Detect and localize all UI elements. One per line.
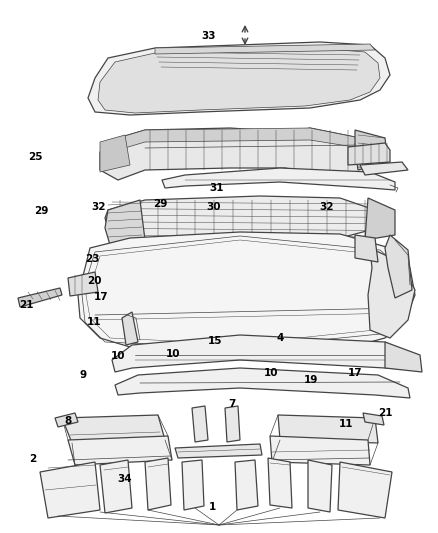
Polygon shape [225,406,240,442]
Polygon shape [68,272,98,296]
Text: 32: 32 [319,202,334,212]
Polygon shape [385,235,412,298]
Polygon shape [100,128,382,180]
Polygon shape [55,413,78,427]
Ellipse shape [117,70,204,106]
Ellipse shape [137,274,199,322]
Polygon shape [355,130,388,170]
Polygon shape [162,168,395,190]
Polygon shape [118,128,382,152]
Polygon shape [105,196,378,240]
Text: 15: 15 [207,336,222,346]
Polygon shape [268,458,292,508]
Text: 17: 17 [347,368,362,378]
Polygon shape [18,288,62,307]
Text: 20: 20 [87,277,102,286]
Polygon shape [235,460,258,510]
Polygon shape [155,44,375,54]
Polygon shape [175,444,262,458]
Text: 10: 10 [166,350,180,359]
Bar [302,269,316,291]
Polygon shape [308,460,332,512]
Text: 29: 29 [153,199,167,209]
Polygon shape [338,462,392,518]
Text: 9: 9 [80,370,87,379]
Text: 34: 34 [117,474,132,483]
Text: 11: 11 [87,318,102,327]
Ellipse shape [251,58,339,92]
Text: 33: 33 [201,31,216,41]
Text: 7: 7 [229,399,236,409]
Polygon shape [192,406,208,442]
Polygon shape [105,200,145,245]
Ellipse shape [142,278,194,318]
Polygon shape [78,232,415,355]
Polygon shape [112,335,420,372]
Text: 8: 8 [64,416,71,426]
Text: 19: 19 [304,375,318,385]
Text: 25: 25 [28,152,42,162]
Polygon shape [385,342,422,372]
Text: 2: 2 [29,455,36,464]
Text: 31: 31 [209,183,224,192]
Polygon shape [115,368,410,398]
Bar [340,258,354,280]
Polygon shape [100,135,130,172]
Text: 10: 10 [264,368,279,378]
Polygon shape [368,248,415,338]
Polygon shape [122,312,138,345]
Polygon shape [40,462,100,518]
Polygon shape [278,415,378,443]
Polygon shape [100,460,132,513]
Polygon shape [68,436,172,465]
Text: 30: 30 [206,202,221,212]
Text: 29: 29 [35,206,49,215]
Text: 21: 21 [19,301,34,310]
Polygon shape [88,42,390,115]
Text: 10: 10 [111,351,126,361]
Polygon shape [182,460,204,510]
Text: 32: 32 [91,202,106,212]
Polygon shape [355,235,378,262]
Text: 11: 11 [339,419,353,429]
Ellipse shape [245,54,345,96]
Bar [278,270,292,292]
Bar [318,255,332,277]
Text: 4: 4 [277,334,284,343]
Ellipse shape [110,66,210,110]
Polygon shape [360,162,408,175]
Polygon shape [363,413,384,425]
Polygon shape [348,143,390,165]
Polygon shape [270,436,370,465]
Text: 17: 17 [93,293,108,302]
Text: 21: 21 [378,408,393,418]
Polygon shape [62,415,165,443]
Text: 1: 1 [209,503,216,512]
Polygon shape [98,48,380,113]
Text: 23: 23 [85,254,99,263]
Polygon shape [145,458,171,510]
Polygon shape [365,198,395,240]
